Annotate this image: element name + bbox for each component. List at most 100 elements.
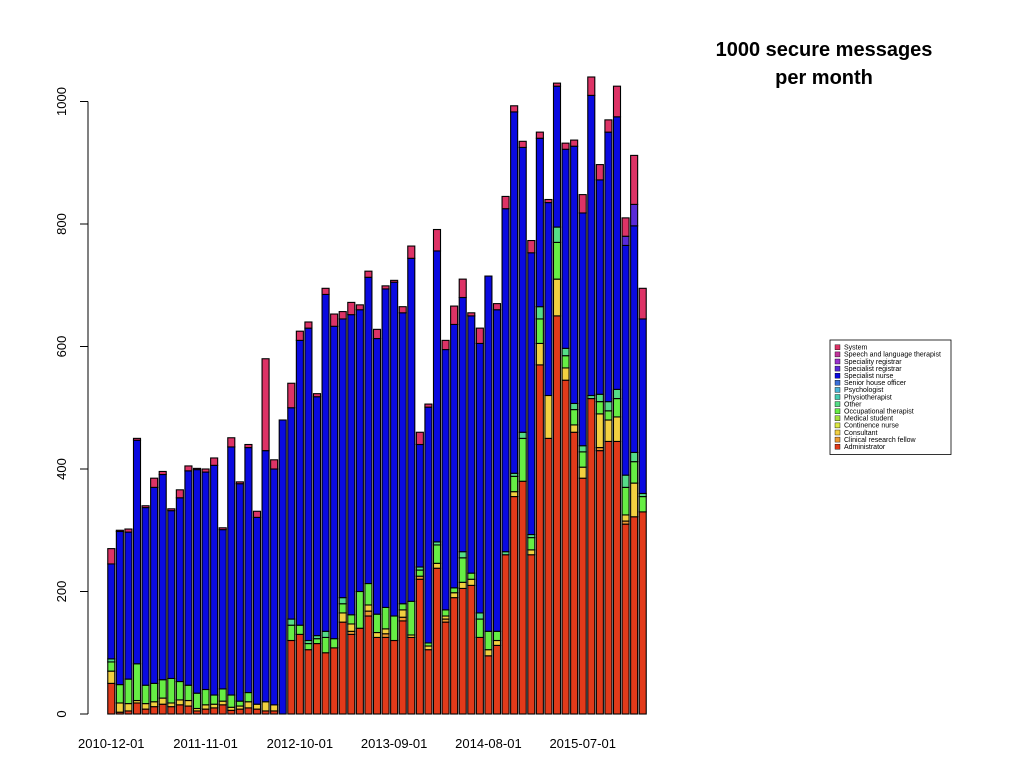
- bar-segment: [621, 244, 630, 476]
- bar-segment: [218, 527, 227, 531]
- bar-segment: [141, 505, 150, 509]
- bar-segment: [235, 700, 244, 707]
- bar-segment: [252, 703, 262, 710]
- bar-segment: [544, 394, 553, 439]
- bar-segment: [450, 323, 459, 589]
- bar-segment: [150, 682, 159, 703]
- bar-segment: [595, 450, 604, 715]
- bar-segment: [330, 638, 339, 649]
- bar-segment: [578, 445, 587, 453]
- bar-segment: [364, 615, 373, 715]
- bar-segment: [570, 139, 579, 147]
- bar-segment: [467, 315, 476, 574]
- y-axis: 0 200 400 600 800 1000: [54, 87, 89, 718]
- bar-segment: [552, 82, 562, 87]
- bar-segment: [218, 700, 227, 706]
- bar-segment: [467, 584, 476, 715]
- bar-segment: [338, 603, 347, 614]
- bar-segment: [570, 409, 579, 426]
- bar-segment: [595, 164, 604, 181]
- bar-segment: [458, 587, 467, 715]
- bar-segment: [578, 466, 587, 479]
- bar-segment: [278, 419, 287, 715]
- bar-segment: [544, 202, 553, 397]
- bar-segment: [398, 609, 407, 618]
- bar-segment: [115, 530, 124, 686]
- bar-segment: [364, 270, 373, 278]
- bar-segment: [552, 241, 562, 280]
- bar-segment: [518, 140, 527, 148]
- bar-segment: [535, 137, 544, 308]
- legend-swatch: [834, 380, 841, 386]
- bar-segment: [570, 431, 579, 715]
- bar-segment: [527, 549, 536, 556]
- bar-segment: [407, 600, 416, 636]
- bar-segment: [304, 643, 313, 651]
- legend-swatch: [834, 401, 841, 407]
- bar-segment: [441, 609, 450, 617]
- bar-segment: [424, 406, 433, 644]
- bar-segment: [175, 489, 184, 499]
- bar-segment: [595, 401, 604, 415]
- legend-label: Occupational therapist: [844, 409, 914, 416]
- bar-segment: [201, 468, 210, 473]
- bar-segment: [450, 592, 459, 599]
- bar-segment: [450, 305, 459, 326]
- bar-segment: [467, 578, 476, 586]
- bar-segment: [321, 636, 330, 654]
- bar-segment: [312, 393, 322, 398]
- bar-segment: [561, 347, 570, 357]
- bar-segment: [518, 480, 527, 715]
- bar-segment: [304, 321, 313, 329]
- bar-segment: [621, 523, 630, 715]
- bar-segment: [492, 639, 502, 646]
- bar-segment: [518, 146, 527, 433]
- bar-segment: [570, 424, 579, 433]
- bar-segment: [201, 688, 210, 706]
- bar-segment: [107, 563, 116, 660]
- bar-segment: [261, 701, 270, 712]
- bar-segment: [347, 314, 356, 616]
- bar-segment: [364, 276, 373, 585]
- bar-segment: [312, 396, 322, 637]
- bar-segment: [338, 612, 347, 623]
- bar-segment: [630, 516, 639, 715]
- bar-segment: [604, 119, 613, 133]
- bar-segment: [484, 275, 493, 632]
- bar-segment: [501, 208, 510, 553]
- bar-segment: [415, 431, 424, 446]
- legend-swatch: [834, 394, 841, 400]
- bar-segment: [184, 470, 193, 686]
- bar-segment: [124, 528, 133, 533]
- bar-segment: [252, 510, 262, 518]
- bar-segment: [552, 278, 562, 317]
- bar-segment: [321, 652, 330, 715]
- bar-segment: [561, 142, 570, 150]
- x-axis: 2010-12-01 2011-11-01 2012-10-01 2013-09-01…: [78, 736, 616, 751]
- bar-segment: [192, 692, 202, 710]
- bar-segment: [552, 85, 562, 228]
- bar-segment: [184, 684, 193, 702]
- bar-segment: [527, 554, 536, 715]
- bar-segment: [338, 311, 347, 320]
- bar-segment: [372, 613, 382, 634]
- bar-segment: [527, 537, 536, 551]
- bar-segment: [381, 288, 390, 608]
- bar-segment: [407, 245, 416, 259]
- bar-segment: [244, 701, 253, 709]
- bar-segment: [621, 235, 630, 246]
- chart-title-line-2: per month: [775, 67, 873, 89]
- bar-segment: [132, 663, 142, 702]
- bar-segment: [535, 131, 544, 139]
- bar-segment: [141, 703, 150, 710]
- y-tick-label: 0: [54, 710, 69, 717]
- bar-segment: [304, 327, 313, 642]
- legend-swatch: [834, 429, 841, 436]
- bar-segment: [124, 531, 133, 680]
- bar-segment: [458, 551, 467, 559]
- bar-segment: [424, 403, 433, 408]
- bar-segment: [244, 692, 253, 703]
- bar-segment: [167, 706, 176, 715]
